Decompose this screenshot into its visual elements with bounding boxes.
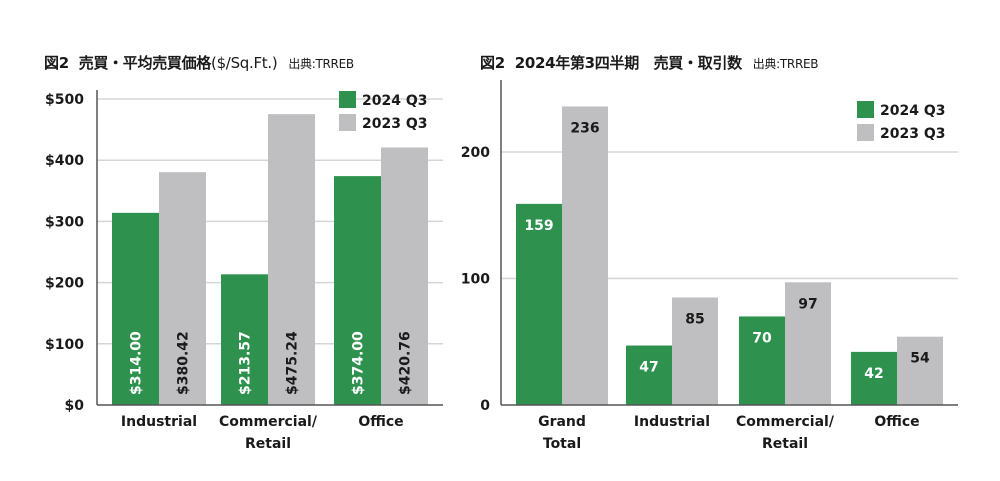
bar-2023-q3	[562, 106, 608, 406]
chart2-source: 出典:TRREB	[752, 57, 819, 71]
x-category-label: Office	[358, 414, 403, 430]
bar-2024-q3	[739, 316, 785, 405]
bar-2024-q3	[334, 176, 381, 405]
legend-swatch	[339, 114, 356, 131]
data-label: $420.76	[398, 331, 414, 395]
y-tick-label: $300	[45, 214, 84, 230]
data-label: $475.24	[285, 331, 301, 395]
bar-2023-q3	[785, 282, 831, 405]
bar-2023-q3	[268, 114, 315, 405]
data-label: 47	[639, 360, 658, 376]
chart1-source: 出典:TRREB	[288, 57, 354, 71]
x-category-label: Retail	[762, 436, 808, 452]
x-category-label: Retail	[245, 436, 291, 452]
data-label: 42	[864, 366, 883, 382]
x-category-label: Total	[543, 436, 581, 452]
data-label: 159	[524, 218, 553, 234]
bar-2024-q3	[221, 274, 268, 405]
y-tick-label: 100	[461, 272, 490, 288]
legend-label: 2023 Q3	[362, 116, 427, 132]
legend-swatch	[339, 91, 356, 108]
y-tick-label: 0	[480, 398, 490, 414]
y-tick-label: $400	[45, 153, 84, 169]
y-tick-label: $200	[45, 276, 84, 292]
data-label: 70	[752, 330, 772, 346]
bar-2023-q3	[381, 147, 428, 405]
bar-2024-q3	[516, 203, 562, 405]
x-category-label: Commercial/	[736, 414, 835, 430]
x-category-label: Grand	[538, 414, 586, 430]
bar-2023-q3	[159, 172, 206, 405]
data-label: $380.42	[176, 331, 192, 395]
chart1-title-text: 売買・平均売買価格	[78, 54, 212, 72]
x-category-label: Commercial/	[219, 414, 318, 430]
y-tick-label: $0	[65, 398, 85, 414]
data-label: 85	[685, 311, 704, 327]
chart1-title-prefix: 図2	[44, 54, 69, 72]
bar-2023-q3	[897, 336, 943, 405]
bar-2024-q3	[626, 345, 672, 405]
y-tick-label: $500	[45, 92, 84, 108]
legend-label: 2024 Q3	[880, 103, 945, 119]
legend-swatch	[857, 124, 874, 141]
x-category-label: Office	[874, 414, 919, 430]
bar-2023-q3	[672, 297, 718, 405]
y-tick-label: $100	[45, 337, 84, 353]
chart2-title-text: 2024年第3四半期 売買・取引数	[514, 54, 742, 72]
chart1-title-unit: ($/Sq.Ft.)	[211, 54, 278, 72]
bar-2024-q3	[112, 212, 159, 405]
chart1-title: 図2 売買・平均売買価格($/Sq.Ft.) 出典:TRREB	[44, 52, 354, 73]
bar-2024-q3	[851, 351, 897, 405]
y-tick-label: 200	[461, 145, 490, 161]
data-label: 97	[798, 296, 817, 312]
data-label: $213.57	[238, 331, 254, 395]
legend-swatch	[857, 101, 874, 118]
data-label: 54	[910, 351, 930, 367]
x-category-label: Industrial	[634, 414, 710, 430]
data-label: $374.00	[351, 331, 367, 395]
legend-label: 2024 Q3	[362, 93, 427, 109]
x-category-label: Industrial	[121, 414, 197, 430]
data-label: $314.00	[129, 331, 145, 395]
chart2-title: 図2 2024年第3四半期 売買・取引数 出典:TRREB	[480, 52, 819, 73]
chart2-title-prefix: 図2	[480, 54, 505, 72]
legend-label: 2023 Q3	[880, 126, 945, 142]
data-label: 236	[570, 120, 599, 136]
